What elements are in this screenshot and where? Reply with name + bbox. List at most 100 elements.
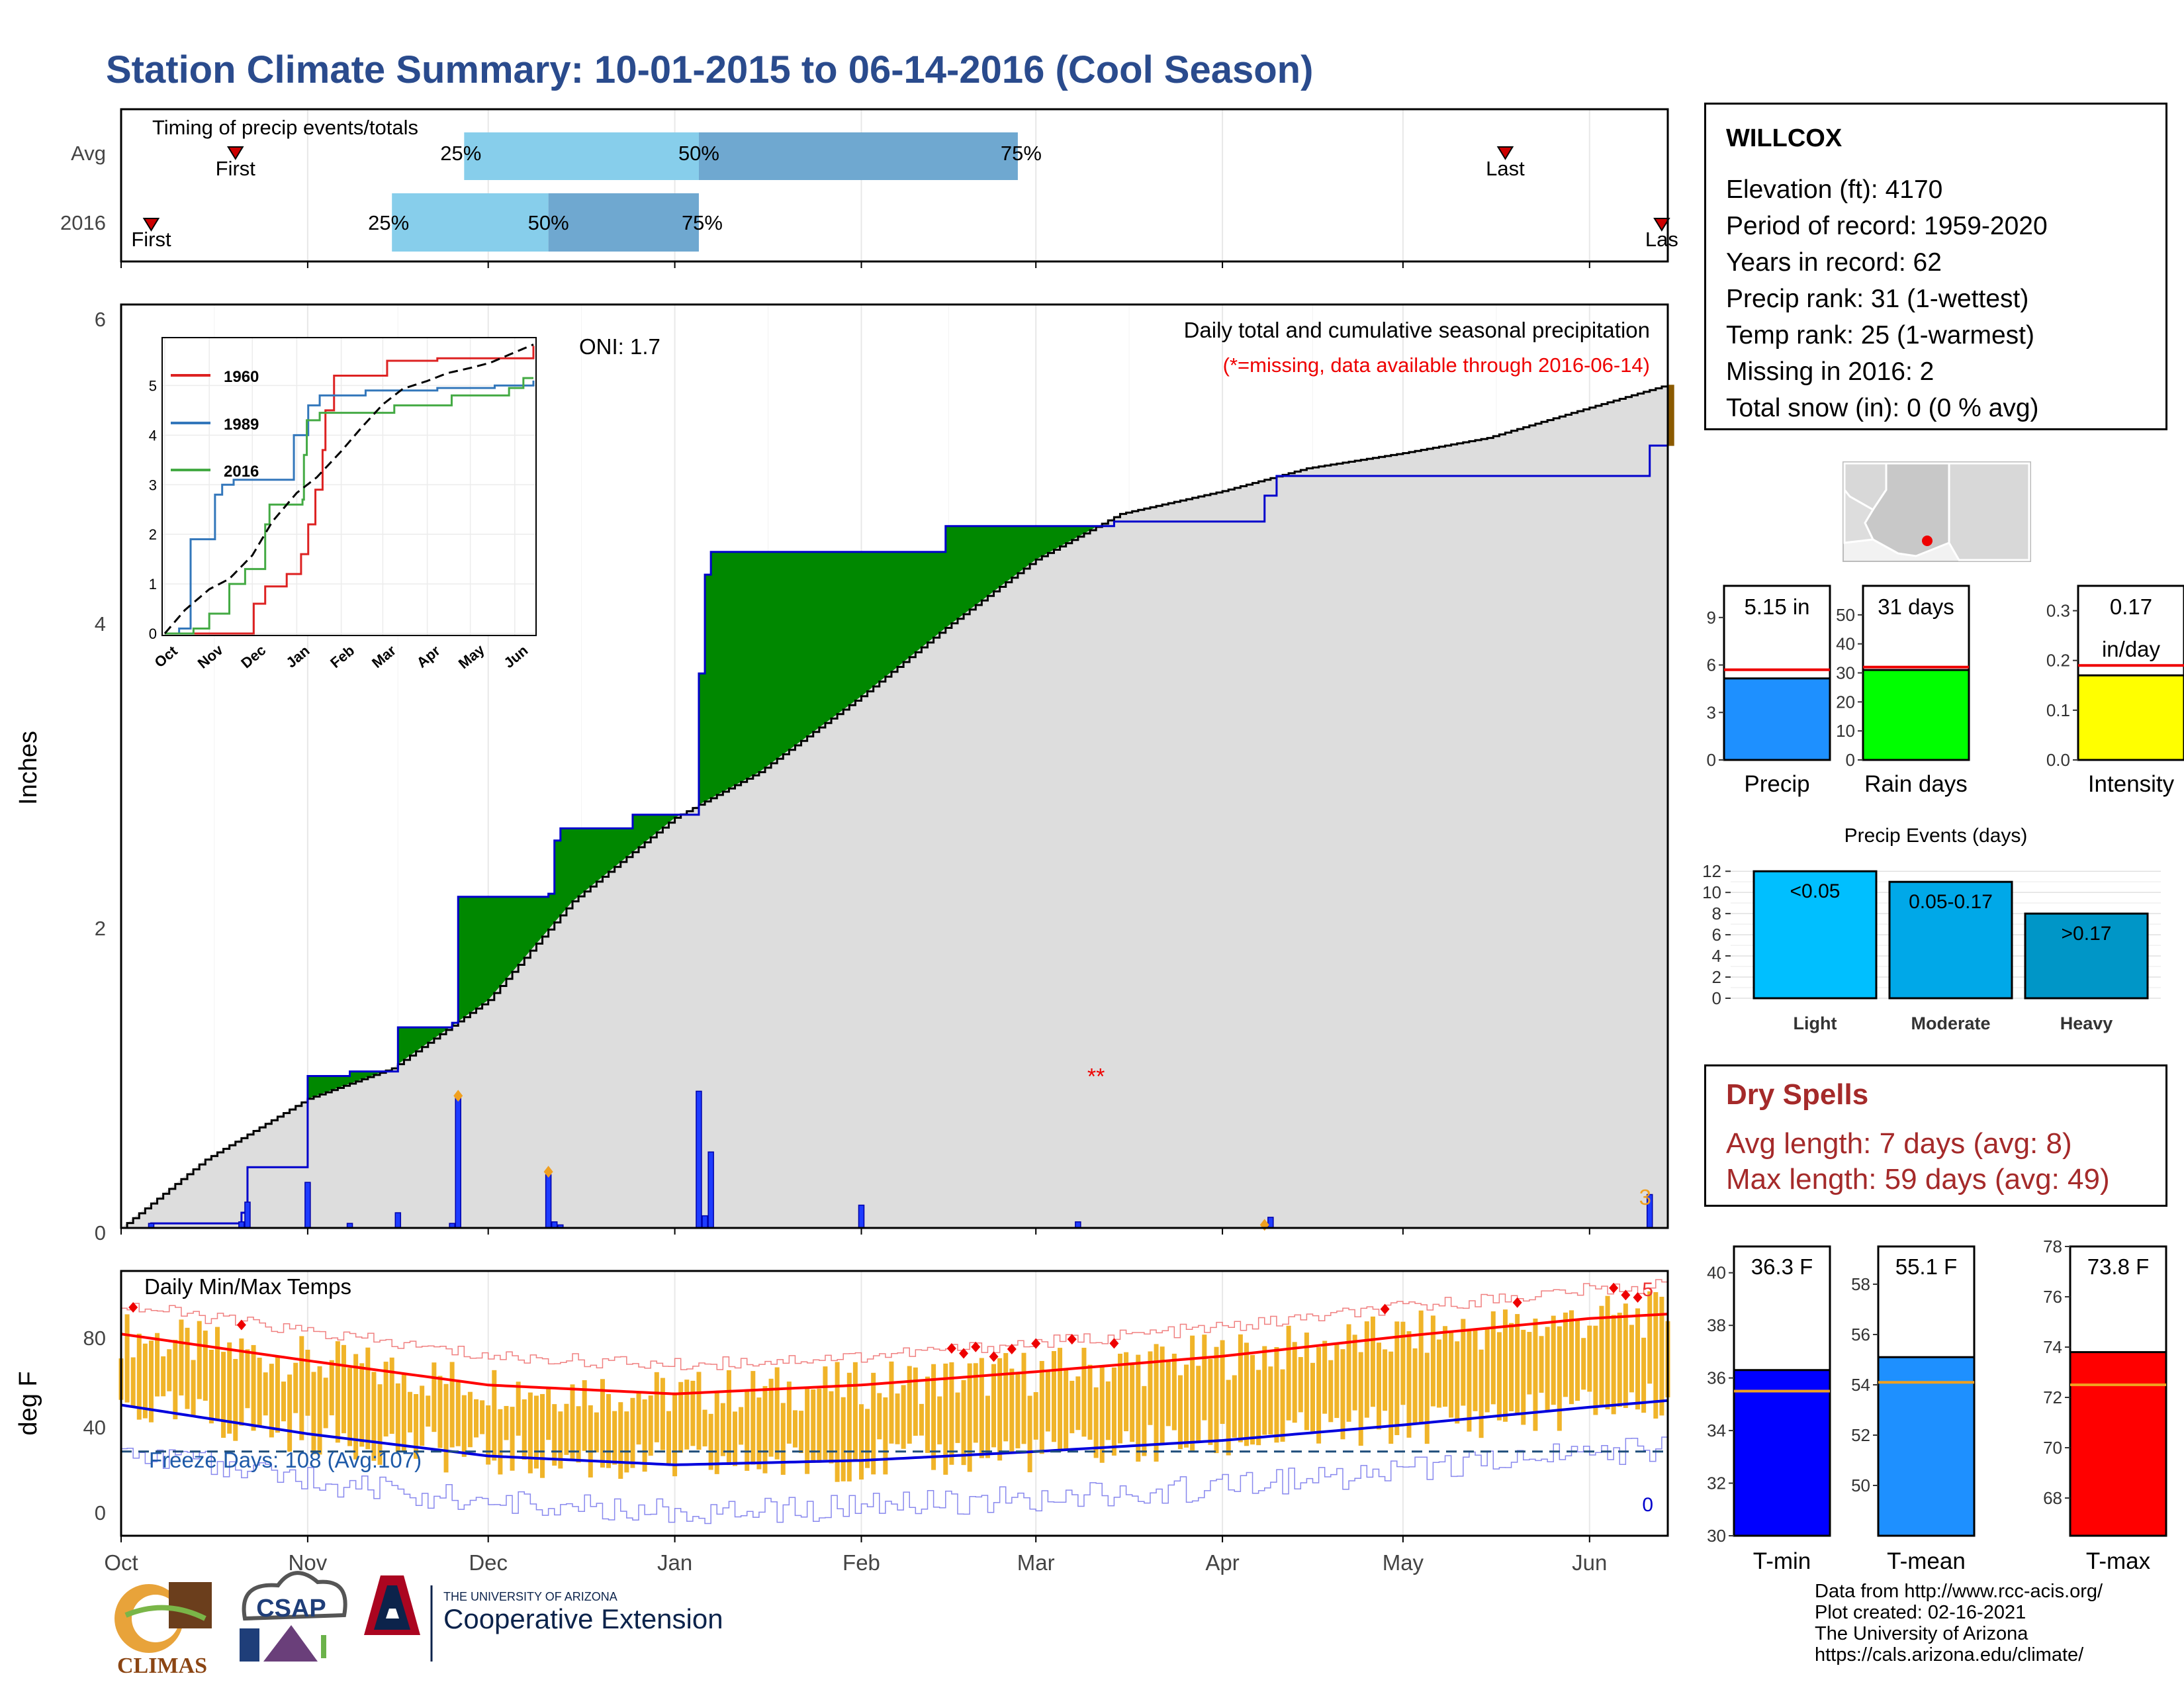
- x-month-label: May: [1383, 1550, 1424, 1575]
- daily-temp-bar: [1105, 1381, 1111, 1440]
- precip-diff-fill: [530, 896, 537, 951]
- daily-temp-bar: [684, 1380, 690, 1450]
- daily-temp-bar: [1502, 1309, 1508, 1422]
- daily-temp-bar: [799, 1411, 804, 1454]
- precip-diff-fill: [614, 828, 621, 868]
- record-temp-marker-icon: [1007, 1343, 1017, 1354]
- record-high-line: [121, 1279, 1668, 1370]
- daily-temp-bar: [925, 1376, 931, 1453]
- daily-temp-bar: [185, 1327, 190, 1409]
- mini-bar-category-label: Intensity: [2088, 771, 2175, 797]
- x-month-label: Oct: [104, 1550, 138, 1575]
- daily-temp-bar: [1587, 1325, 1592, 1392]
- record-temp-marker-icon: [1031, 1338, 1041, 1349]
- daily-temp-bar: [1087, 1364, 1093, 1440]
- precip-diff-fill: [939, 551, 946, 633]
- precip-diff-fill: [795, 551, 802, 746]
- precip-diff-fill: [945, 526, 952, 628]
- inset-ytick: 2: [149, 526, 157, 543]
- precip-diff-fill: [705, 575, 711, 802]
- mini-bar-category-label: Rain days: [1864, 771, 1968, 797]
- timing-last-label: Last: [1486, 157, 1525, 180]
- daily-temp-bar: [1226, 1380, 1231, 1456]
- daily-temp-bar: [197, 1321, 202, 1399]
- daily-temp-bar: [1563, 1312, 1568, 1397]
- daily-temp-bar: [281, 1382, 287, 1422]
- temp-bar-tick: 54: [1851, 1375, 1870, 1395]
- inset-ytick: 0: [149, 626, 157, 642]
- precip-avg-line: [121, 385, 1669, 1229]
- station-precip-rank: Precip rank: 31 (1-wettest): [1726, 285, 2029, 313]
- daily-temp-bar: [1111, 1367, 1116, 1456]
- dry-spells-box: Dry Spells Avg length: 7 days (avg: 8) M…: [1704, 1064, 2167, 1207]
- daily-temp-bar: [895, 1393, 900, 1444]
- daily-temp-bar: [606, 1393, 612, 1468]
- daily-temp-bar: [660, 1378, 665, 1450]
- mini-bar-tick: 10: [1836, 721, 1855, 741]
- daily-temp-bar: [1406, 1331, 1412, 1438]
- daily-temp-bar: [1142, 1385, 1147, 1456]
- precip-diff-fill: [1011, 526, 1019, 579]
- daily-temp-bar: [1539, 1336, 1544, 1393]
- events-ytick: 10: [1702, 882, 1721, 902]
- inset-legend-2016: 2016: [224, 463, 259, 481]
- temp-bar-tick: 34: [1707, 1421, 1726, 1440]
- events-bar-label: 0.05-0.17: [1909, 891, 1993, 913]
- precip-diff-fill: [849, 551, 856, 706]
- daily-temp-bar: [359, 1363, 365, 1447]
- daily-temp-bar: [967, 1363, 972, 1472]
- daily-temp-bar: [612, 1411, 617, 1465]
- precip-diff-fill: [662, 814, 670, 828]
- daily-temp-bar: [1521, 1329, 1526, 1425]
- precip-frame: [120, 303, 1669, 1229]
- daily-temp-bar: [871, 1372, 876, 1475]
- daily-temp-bar: [889, 1361, 894, 1444]
- precip-diff-fill: [1054, 526, 1061, 550]
- daily-temp-bar: [443, 1383, 449, 1473]
- daily-temp-bar: [305, 1349, 310, 1416]
- record-temp-marker-icon: [1109, 1338, 1119, 1349]
- daily-precip-bar: [394, 1212, 402, 1229]
- daily-temp-bar: [1575, 1320, 1580, 1401]
- precip-diff-fill: [891, 551, 898, 673]
- mini-bar-tick: 6: [1707, 655, 1716, 675]
- daily-temp-bar: [1569, 1310, 1574, 1405]
- daily-temp-bar: [1377, 1342, 1382, 1430]
- precip-diff-fill: [711, 551, 717, 799]
- temp-bar-tick: 30: [1707, 1526, 1726, 1546]
- record-temp-marker-icon: [1621, 1289, 1631, 1301]
- x-month-label: Mar: [1017, 1550, 1055, 1575]
- precip-diff-fill: [758, 551, 766, 773]
- precip-diff-fill: [494, 896, 501, 994]
- precip-diff-fill: [458, 896, 465, 1022]
- daily-temp-bar: [533, 1395, 539, 1469]
- precip-diff-fill: [596, 828, 604, 882]
- daily-temp-bar: [702, 1409, 707, 1447]
- precip-diff-fill: [410, 1027, 417, 1056]
- events-ytick: 4: [1712, 946, 1721, 966]
- mini-bar-tick: 50: [1836, 605, 1855, 625]
- daily-temp-bar: [558, 1411, 563, 1469]
- daily-temp-bar: [829, 1391, 834, 1464]
- daily-temp-bar: [257, 1358, 262, 1427]
- daily-temp-bar: [745, 1390, 750, 1471]
- precip-diff-fill: [428, 1027, 435, 1043]
- daily-temp-bar: [1009, 1368, 1015, 1453]
- precip-diff-fill: [639, 814, 645, 848]
- page-title: Station Climate Summary: 10-01-2015 to 0…: [106, 48, 1314, 91]
- temp-bar-value: [2069, 1351, 2167, 1537]
- precip-diff-fill: [482, 896, 489, 1005]
- timing-content: 25% 50% 75% First Last 25% 50% 75% First Las: [131, 132, 1678, 252]
- timing-panel: 25% 50% 75% First Last 25% 50% 75% First Las Timi…: [60, 108, 1678, 263]
- precip-diff-fill: [542, 896, 549, 937]
- timing-row-avg: Avg: [71, 142, 106, 165]
- precip-diff-fill: [1668, 385, 1674, 446]
- daily-temp-bar: [498, 1409, 503, 1475]
- daily-temp-bar: [1136, 1354, 1141, 1462]
- temp-ytick-80: 80: [83, 1327, 106, 1350]
- precip-diff-fill: [813, 551, 820, 733]
- daily-temp-bar: [576, 1406, 581, 1463]
- precip-diff-fill: [488, 896, 495, 1001]
- precip-diff-fill: [367, 1071, 375, 1078]
- daily-temp-bar: [1412, 1348, 1418, 1424]
